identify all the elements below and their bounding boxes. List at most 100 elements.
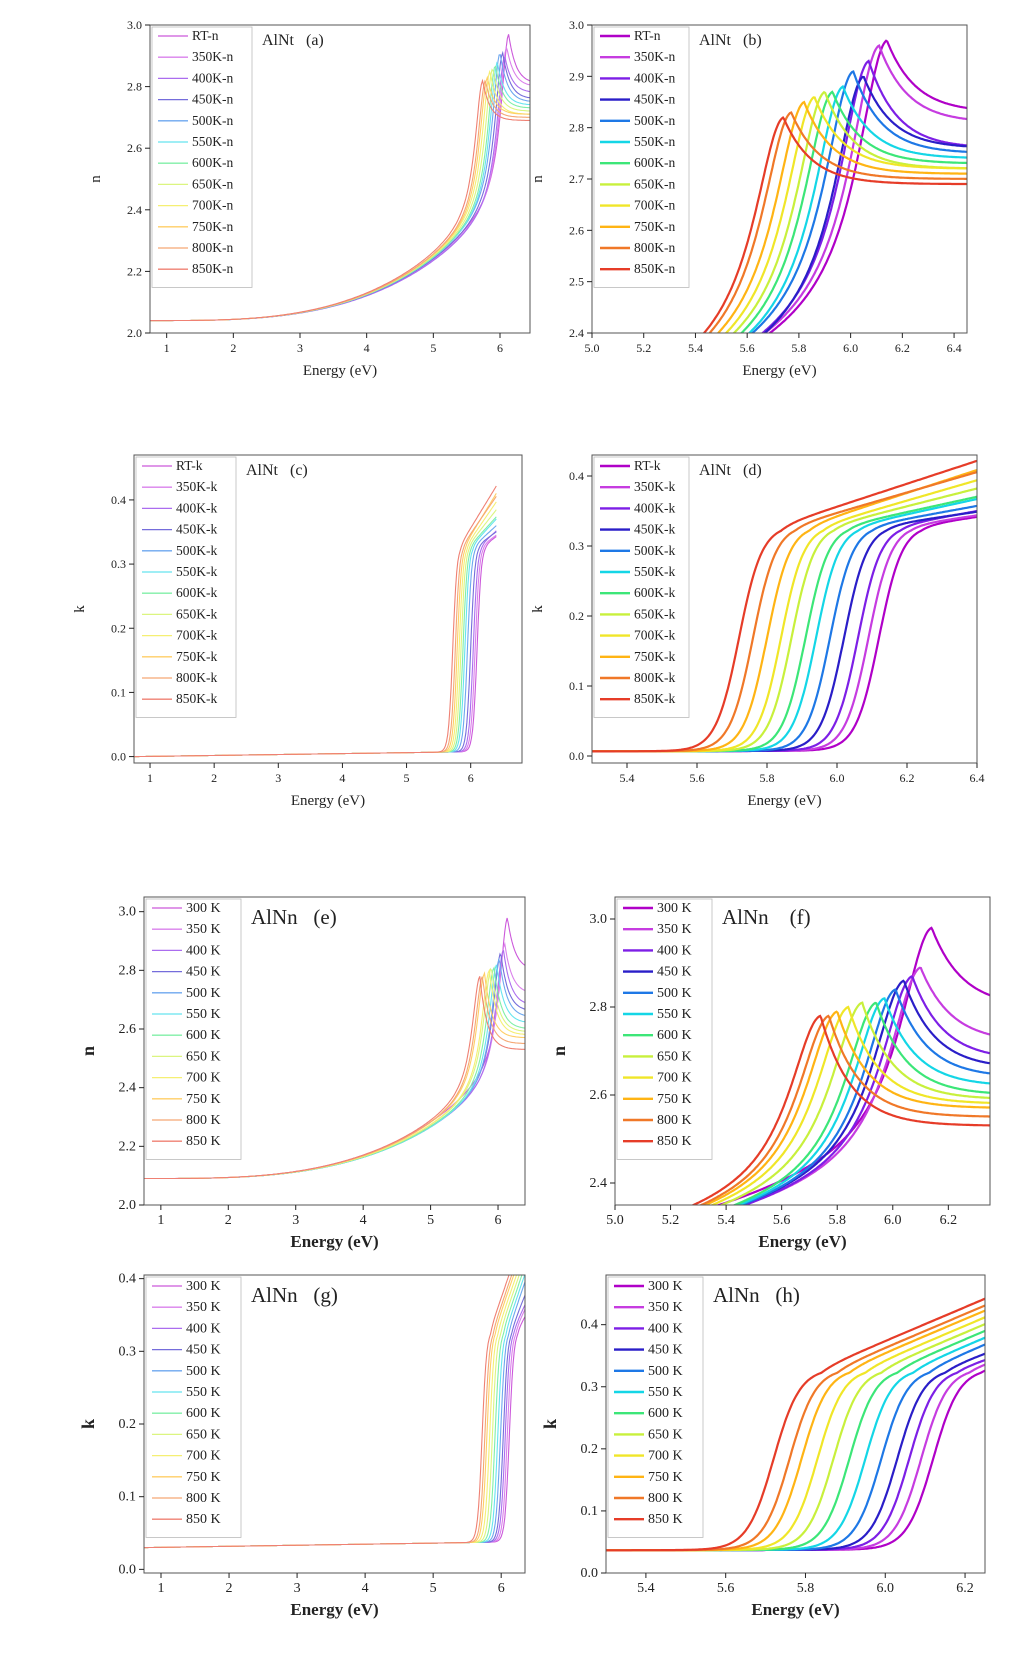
legend-entry: 450K-k bbox=[176, 522, 217, 537]
legend-entry: 650 K bbox=[657, 1049, 692, 1064]
legend-entry: 350 K bbox=[186, 1300, 221, 1315]
x-tick-label: 6.0 bbox=[877, 1581, 895, 1596]
legend: RT-k 350K-k 400K-k 450K-k 500K-k 550K-k 600K-k… bbox=[593, 456, 690, 718]
x-tick-label: 6.4 bbox=[947, 341, 962, 355]
chart-panel-h: 5.4 5.6 5.8 6.0 6.2 0.0 0.1 0.2 0.3 0.4 Energy (eV… bbox=[540, 1274, 986, 1619]
legend-entry: 600 K bbox=[648, 1406, 683, 1421]
x-tick-label: 5.4 bbox=[637, 1581, 655, 1596]
legend-entry: 800 K bbox=[186, 1491, 221, 1506]
series-line-450k bbox=[738, 979, 990, 1205]
y-tick-label: 0.0 bbox=[581, 1566, 599, 1581]
series-line-850k-k bbox=[134, 485, 497, 758]
legend: 300 K 350 K 400 K 450 K 500 K 550 K 600 K 650 K… bbox=[145, 898, 242, 1160]
y-tick-label: 2.2 bbox=[119, 1139, 137, 1154]
series-line-850k bbox=[144, 1275, 510, 1549]
x-tick-label: 5.6 bbox=[740, 341, 755, 355]
legend-entry: 500K-k bbox=[634, 543, 675, 558]
x-axis-label: Energy (eV) bbox=[290, 1232, 378, 1251]
legend-entry: 500 K bbox=[648, 1364, 683, 1379]
legend-entry: 300 K bbox=[657, 901, 692, 916]
x-axis-label: Energy (eV) bbox=[742, 363, 816, 379]
panel-label: AlNn (h) bbox=[713, 1283, 800, 1307]
x-tick-label: 1 bbox=[164, 341, 170, 355]
legend-entry: 600K-n bbox=[192, 155, 233, 170]
legend-box bbox=[607, 1276, 704, 1538]
legend-entry: 400K-k bbox=[634, 500, 675, 515]
y-axis-label: n bbox=[78, 1046, 98, 1056]
chart-panel-c: 1 2 3 4 5 6 0.0 0.1 0.2 0.3 0.4 Energy (eV) k RT-k 350… bbox=[72, 454, 523, 809]
y-tick-label: 0.4 bbox=[581, 1318, 599, 1333]
chart-panel-g: 1 2 3 4 5 6 0.0 0.1 0.2 0.3 0.4 Energy (eV) k 300 K 35… bbox=[78, 1272, 526, 1619]
legend-entry: RT-k bbox=[634, 458, 661, 473]
series-group bbox=[150, 34, 530, 322]
x-tick-label: 6.2 bbox=[956, 1581, 974, 1596]
legend-entry: 450 K bbox=[648, 1343, 683, 1358]
legend-entry: 700K-n bbox=[634, 198, 675, 213]
x-tick-label: 2 bbox=[226, 1581, 233, 1596]
legend-entry: 600K-k bbox=[176, 585, 217, 600]
x-tick-label: 6.0 bbox=[830, 771, 845, 785]
legend-entry: 700 K bbox=[648, 1449, 683, 1464]
series-group bbox=[144, 917, 525, 1180]
y-axis-label: n bbox=[88, 175, 104, 183]
plot-frame bbox=[605, 1274, 986, 1574]
x-tick-label: 4 bbox=[362, 1581, 369, 1596]
legend-entry: 800 K bbox=[186, 1113, 221, 1128]
y-tick-label: 0.0 bbox=[569, 749, 584, 763]
series-line-850k bbox=[144, 976, 525, 1180]
legend-box bbox=[145, 898, 242, 1160]
legend-entry: 650 K bbox=[186, 1427, 221, 1442]
series-line-600k-n bbox=[739, 90, 967, 333]
y-tick-label: 0.3 bbox=[569, 539, 584, 553]
legend-entry: 550K-k bbox=[176, 564, 217, 579]
x-tick-label: 6 bbox=[498, 1581, 505, 1596]
series-line-400k bbox=[741, 975, 990, 1205]
y-tick-label: 2.4 bbox=[127, 203, 142, 217]
x-tick-label: 5.8 bbox=[828, 1213, 846, 1228]
x-tick-label: 6 bbox=[497, 341, 503, 355]
legend-entry: 500K-k bbox=[176, 543, 217, 558]
legend-entry: 550K-k bbox=[634, 564, 675, 579]
y-tick-label: 3.0 bbox=[127, 18, 142, 32]
x-tick-label: 4 bbox=[339, 771, 345, 785]
y-tick-label: 0.3 bbox=[581, 1380, 599, 1395]
series-line-700k bbox=[709, 1005, 990, 1205]
legend-entry: 700K-n bbox=[192, 198, 233, 213]
plot-frame bbox=[591, 454, 978, 764]
y-tick-label: 3.0 bbox=[590, 912, 608, 927]
y-axis-label: n bbox=[530, 175, 546, 183]
y-tick-label: 0.3 bbox=[119, 1344, 137, 1359]
legend-entry: 450 K bbox=[186, 1343, 221, 1358]
series-line-600k bbox=[731, 1001, 990, 1205]
y-axis-label: k bbox=[530, 605, 546, 613]
legend-entry: 800K-k bbox=[634, 670, 675, 685]
y-tick-label: 0.0 bbox=[119, 1562, 137, 1577]
legend-entry: 300 K bbox=[186, 1279, 221, 1294]
legend-entry: 500 K bbox=[186, 1364, 221, 1379]
panel-label: AlNt (d) bbox=[699, 462, 762, 479]
x-tick-label: 6.4 bbox=[970, 771, 985, 785]
y-axis-label: k bbox=[78, 1419, 98, 1429]
legend-entry: 700K-k bbox=[634, 628, 675, 643]
legend-entry: 400K-n bbox=[634, 70, 675, 85]
y-tick-label: 2.4 bbox=[590, 1176, 608, 1191]
legend-entry: 750K-n bbox=[634, 219, 675, 234]
legend-entry: 500K-n bbox=[634, 113, 675, 128]
y-tick-label: 0.4 bbox=[569, 469, 584, 483]
legend-entry: 750K-k bbox=[634, 649, 675, 664]
y-tick-label: 2.6 bbox=[569, 223, 584, 237]
legend-entry: 450K-n bbox=[192, 92, 233, 107]
legend-entry: 550 K bbox=[186, 1007, 221, 1022]
legend-entry: 750K-k bbox=[176, 649, 217, 664]
legend-entry: 500 K bbox=[657, 986, 692, 1001]
series-line-300k bbox=[715, 926, 990, 1205]
series-line-750k bbox=[702, 1010, 990, 1205]
x-tick-label: 5.6 bbox=[717, 1581, 735, 1596]
x-tick-label: 6.0 bbox=[843, 341, 858, 355]
y-tick-label: 0.1 bbox=[111, 685, 126, 699]
x-tick-label: 5.6 bbox=[773, 1213, 791, 1228]
legend-entry: 400 K bbox=[186, 943, 221, 958]
legend-entry: 750K-n bbox=[192, 219, 233, 234]
